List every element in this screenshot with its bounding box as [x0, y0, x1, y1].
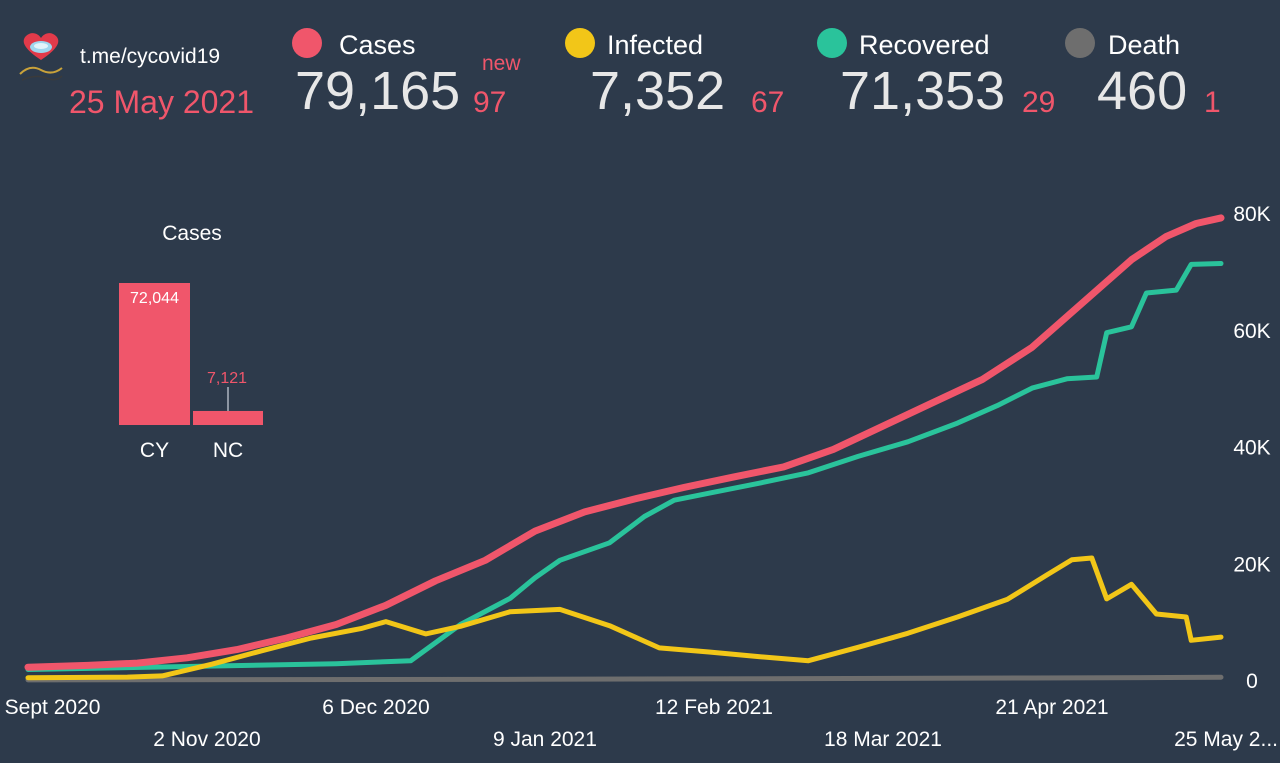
bar-value-label: 72,044 [130, 290, 179, 307]
stat-label: Infected [607, 30, 704, 60]
recovered-legend-dot [817, 28, 847, 58]
cases-bar-chart: Cases CY 72,044 NC 7,121 [119, 222, 263, 462]
stat-label: Recovered [859, 30, 990, 60]
new-label: new [482, 52, 521, 75]
stat-label: Cases [339, 30, 416, 60]
death-legend-dot [1065, 28, 1095, 58]
stat-value: 7,352 [590, 61, 726, 121]
bar-value-label: 7,121 [207, 370, 247, 387]
y-tick-label: 80K [1233, 203, 1270, 226]
series-line-death [25, 674, 1224, 683]
series-line-cases [24, 214, 1225, 671]
x-tick-label: 6 Dec 2020 [322, 696, 429, 719]
stat-cases: Cases 79,165 97 [290, 28, 530, 128]
x-tick-label: 9 Jan 2021 [493, 728, 597, 751]
infected-legend-dot [565, 28, 595, 58]
stat-delta: 1 [1204, 86, 1221, 119]
bar-cy [119, 283, 190, 425]
heart-logo-icon [16, 30, 66, 88]
bar-category-label: CY [140, 439, 169, 462]
x-tick-label: 29 Sept 2020 [0, 696, 100, 719]
bar-nc [193, 410, 263, 425]
y-tick-label: 60K [1233, 320, 1270, 343]
stat-delta: 67 [751, 86, 785, 119]
stat-value: 71,353 [840, 61, 1006, 121]
stat-value: 460 [1097, 61, 1188, 121]
report-date: 25 May 2021 [69, 84, 255, 120]
cases-legend-dot [292, 28, 322, 58]
y-tick-label: 0 [1246, 670, 1258, 693]
x-tick-label: 21 Apr 2021 [995, 696, 1108, 719]
series-line-recovered [25, 261, 1224, 672]
x-tick-label: 18 Mar 2021 [824, 728, 942, 751]
y-tick-label: 40K [1233, 437, 1270, 460]
bar-chart-title: Cases [162, 222, 222, 245]
x-tick-label: 12 Feb 2021 [655, 696, 773, 719]
cumulative-line-chart: 0 20K 40K 60K 80K 29 Sept 2020 2 Nov 2020 6 Dec… [0, 203, 1278, 751]
stat-delta: 29 [1022, 86, 1056, 119]
stat-death: Death 460 1 [1064, 28, 1274, 128]
y-tick-label: 20K [1233, 553, 1270, 576]
stat-delta: 97 [473, 86, 507, 119]
x-tick-label: 2 Nov 2020 [153, 728, 260, 751]
stat-label: Death [1108, 30, 1181, 60]
stat-value: 79,165 [295, 61, 461, 121]
series-line-infected [25, 555, 1224, 681]
stat-recovered: Recovered 71,353 29 [815, 28, 1075, 128]
channel-link[interactable]: t.me/cycovid19 [80, 45, 221, 68]
x-tick-label: 25 May 2... [1174, 728, 1278, 751]
bar-category-label: NC [213, 439, 243, 462]
stat-infected: Infected 7,352 67 [563, 28, 803, 128]
